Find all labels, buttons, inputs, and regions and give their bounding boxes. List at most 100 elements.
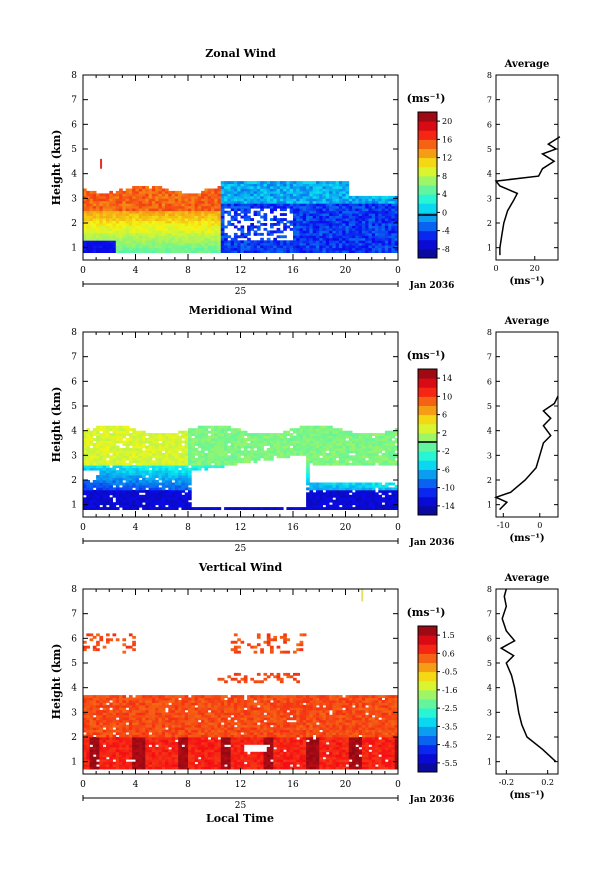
heatmap-cell xyxy=(230,445,235,449)
heatmap-cell xyxy=(115,200,120,204)
heatmap-cell xyxy=(217,455,222,459)
heatmap-cell xyxy=(270,203,274,207)
heatmap-cell xyxy=(276,190,281,194)
heatmap-cell xyxy=(316,507,320,510)
heatmap-cell xyxy=(168,218,172,221)
heatmap-cell xyxy=(250,247,254,251)
heatmap-cell xyxy=(135,492,140,496)
heatmap-cell xyxy=(319,499,323,503)
heatmap-cell xyxy=(361,435,366,439)
heatmap-cell xyxy=(378,195,382,199)
heatmap-cell xyxy=(378,220,382,224)
heatmap-cell xyxy=(266,443,271,446)
heatmap-cell xyxy=(142,462,146,466)
heatmap-cell xyxy=(211,460,215,464)
heatmap-cell xyxy=(273,190,277,194)
heatmap-cell xyxy=(260,450,264,454)
heatmap-cell xyxy=(329,507,333,510)
heatmap-cell xyxy=(207,190,212,194)
heatmap-cell xyxy=(207,457,212,461)
heatmap-cell xyxy=(260,205,264,209)
heatmap-cell xyxy=(99,235,104,239)
heatmap-cell xyxy=(174,190,179,194)
heatmap-cell xyxy=(338,220,343,224)
heatmap-cell xyxy=(358,195,363,199)
heatmap-cell xyxy=(83,717,87,721)
heatmap-cell xyxy=(201,250,205,253)
heatmap-cell xyxy=(89,766,94,770)
heatmap-cell xyxy=(270,455,274,459)
heatmap-cell xyxy=(345,494,350,498)
heatmap-cell xyxy=(306,240,310,244)
heatmap-cell xyxy=(158,447,163,451)
heatmap-cell xyxy=(306,507,310,510)
heatmap-cell xyxy=(296,218,300,221)
heatmap-cell xyxy=(83,700,87,703)
heatmap-cell xyxy=(145,240,149,244)
heatmap-cell xyxy=(233,203,238,207)
heatmap-cell xyxy=(332,193,337,197)
heatmap-cell xyxy=(237,186,241,189)
heatmap-cell xyxy=(142,480,146,483)
y-tick-label: 5 xyxy=(71,402,77,412)
heatmap-cell xyxy=(135,230,140,234)
heatmap-cell xyxy=(283,430,287,434)
heatmap-cell xyxy=(184,445,189,449)
heatmap-cell xyxy=(375,452,379,456)
heatmap-cell xyxy=(211,200,215,204)
heatmap-cell xyxy=(96,494,100,498)
heatmap-cell xyxy=(106,242,110,246)
heatmap-cell xyxy=(266,186,271,189)
heatmap-cell xyxy=(151,462,156,466)
heatmap-cell xyxy=(286,445,291,449)
heatmap-cell xyxy=(299,195,304,199)
heatmap-cell xyxy=(220,183,225,187)
heatmap-cell xyxy=(361,447,366,451)
heatmap-cell xyxy=(371,452,376,456)
heatmap-cell xyxy=(214,428,218,432)
heatmap-cell xyxy=(89,452,94,456)
heatmap-cell xyxy=(191,433,195,436)
heatmap-cell xyxy=(348,205,353,209)
heatmap-cell xyxy=(283,435,287,439)
heatmap-cell xyxy=(158,218,163,221)
heatmap-cell xyxy=(381,242,386,246)
heatmap-cell xyxy=(214,245,218,249)
heatmap-cell xyxy=(86,502,90,506)
heatmap-cell xyxy=(214,218,218,221)
heatmap-cell xyxy=(348,502,353,506)
heatmap-cell xyxy=(142,235,146,239)
heatmap-cell xyxy=(332,235,337,239)
heatmap-cell xyxy=(145,445,149,449)
heatmap-cell xyxy=(283,447,287,451)
heatmap-cell xyxy=(168,482,172,486)
heatmap-cell xyxy=(165,462,169,466)
heatmap-cell xyxy=(319,210,323,214)
heatmap-cell xyxy=(391,218,396,221)
heatmap-cell xyxy=(348,245,353,249)
heatmap-cell xyxy=(142,203,146,207)
heatmap-cell xyxy=(329,438,333,441)
heatmap-cell xyxy=(316,250,320,253)
heatmap-cell xyxy=(155,475,159,478)
heatmap-cell xyxy=(135,440,140,444)
heatmap-cell xyxy=(319,200,323,204)
heatmap-cell xyxy=(145,465,149,469)
heatmap-cell xyxy=(247,190,251,194)
heatmap-cell xyxy=(293,443,297,446)
heatmap-cell xyxy=(319,213,323,216)
heatmap-cell xyxy=(302,213,307,216)
profile-frame xyxy=(495,74,559,261)
heatmap-cell xyxy=(247,452,251,456)
heatmap-cell xyxy=(394,225,399,229)
heatmap-cell xyxy=(168,208,172,212)
colorbar-swatch xyxy=(418,130,437,140)
heatmap-cell xyxy=(299,438,304,441)
heatmap-cell xyxy=(243,438,248,441)
heatmap-cell xyxy=(345,232,350,236)
heatmap-cell xyxy=(312,445,317,449)
heatmap-cell xyxy=(86,438,90,441)
heatmap-cell xyxy=(361,438,366,441)
heatmap-cell xyxy=(102,460,107,464)
